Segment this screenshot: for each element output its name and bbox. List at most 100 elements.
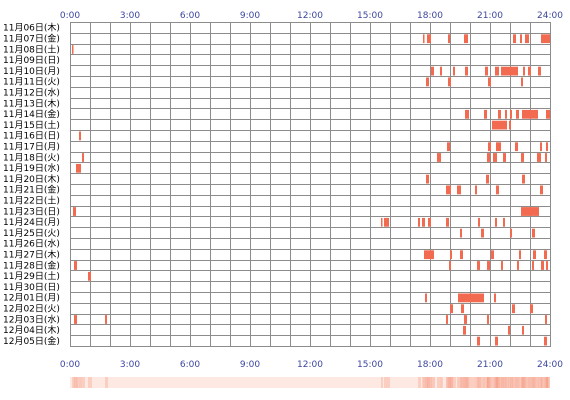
- strip-cell: [433, 377, 434, 388]
- strip-cell: [484, 377, 485, 388]
- day-label: 11月14日(金): [3, 108, 60, 120]
- strip-cell: [492, 377, 493, 388]
- strip-cell: [88, 377, 89, 388]
- activity-bar: [495, 336, 498, 346]
- strip-cell: [447, 377, 448, 388]
- activity-bar: [418, 217, 420, 227]
- strip-cell: [513, 377, 514, 388]
- day-label: 11月17日(月): [3, 142, 60, 153]
- strip-cell: [523, 377, 524, 388]
- strip-cell: [90, 377, 91, 388]
- strip-cell: [499, 377, 500, 388]
- strip-cell: [468, 377, 469, 388]
- strip-cell: [503, 377, 504, 388]
- activity-bar: [446, 315, 448, 324]
- activity-bar: [532, 261, 534, 270]
- activity-bar: [509, 120, 511, 130]
- activity-bar: [520, 34, 522, 44]
- day-label: 11月07日(金): [3, 33, 60, 45]
- x-tick-label-top: 3:00: [120, 11, 140, 21]
- activity-bar: [450, 250, 452, 260]
- activity-bar: [431, 66, 434, 76]
- strip-cell: [529, 377, 530, 388]
- activity-bar: [530, 304, 533, 314]
- strip-cell: [84, 377, 85, 388]
- activity-bar: [79, 131, 81, 141]
- day-label: 11月11日(火): [3, 77, 60, 88]
- strip-cell: [461, 377, 462, 388]
- day-label: 11月23日(日): [3, 206, 60, 217]
- strip-cell: [489, 377, 490, 388]
- day-label: 11月22日(土): [3, 195, 60, 207]
- activity-bar: [465, 109, 469, 119]
- strip-cell: [494, 377, 495, 388]
- day-label: 11月20日(木): [3, 173, 60, 185]
- day-label: 12月04日(木): [3, 324, 60, 336]
- strip-cell: [454, 377, 455, 388]
- activity-bar: [458, 293, 484, 303]
- x-tick-label-top: 18:00: [417, 11, 443, 21]
- strip-cell: [527, 377, 528, 388]
- strip-cell: [431, 377, 432, 388]
- activity-bar: [493, 153, 497, 162]
- activity-bar: [545, 315, 547, 324]
- day-label: 11月25日(火): [3, 228, 60, 239]
- strip-cell: [509, 377, 510, 388]
- activity-bar: [487, 261, 490, 270]
- strip-cell: [533, 377, 534, 388]
- x-tick-label-bottom: 18:00: [417, 360, 443, 370]
- activity-bar: [523, 66, 525, 76]
- strip-cell: [495, 377, 496, 388]
- activity-bar: [478, 217, 480, 227]
- activity-bar: [544, 250, 547, 260]
- activity-bar: [537, 153, 541, 162]
- strip-cell: [386, 377, 387, 388]
- day-label: 11月29日(土): [3, 270, 60, 282]
- activity-bar: [516, 109, 519, 119]
- activity-bar: [381, 217, 383, 227]
- activity-bar: [491, 250, 494, 260]
- strip-cell: [528, 377, 529, 388]
- activity-bar: [475, 185, 477, 195]
- day-label: 11月21日(金): [3, 184, 60, 196]
- x-tick-label-top: 24:00: [537, 11, 563, 21]
- activity-bar: [428, 217, 431, 227]
- strip-cell: [525, 377, 526, 388]
- activity-bar: [464, 315, 467, 324]
- strip-cell: [487, 377, 488, 388]
- strip-cell: [512, 377, 513, 388]
- activity-bar: [425, 293, 427, 303]
- activity-bar: [88, 271, 91, 281]
- activity-bar: [496, 185, 499, 195]
- strip-cell: [423, 377, 424, 388]
- strip-cell: [515, 377, 516, 388]
- activity-bar: [546, 109, 550, 119]
- activity-bar: [437, 153, 441, 162]
- strip-cell: [497, 377, 498, 388]
- activity-bar: [525, 34, 529, 44]
- strip-cell: [463, 377, 464, 388]
- strip-cell: [532, 377, 533, 388]
- activity-bar: [508, 325, 510, 335]
- x-tick-label-bottom: 12:00: [297, 360, 323, 370]
- strip-cell: [539, 377, 540, 388]
- activity-bar: [540, 185, 543, 195]
- x-tick-label-bottom: 0:00: [60, 360, 80, 370]
- activity-bar: [446, 217, 449, 227]
- strip-cell: [490, 377, 491, 388]
- strip-cell: [467, 377, 468, 388]
- strip-cell: [505, 377, 506, 388]
- activity-bar: [460, 250, 463, 260]
- strip-cell: [420, 377, 421, 388]
- activity-bar: [532, 228, 535, 238]
- strip-cell: [471, 377, 472, 388]
- day-label: 11月27日(木): [3, 249, 60, 261]
- strip-cell: [537, 377, 538, 388]
- strip-cell: [418, 377, 419, 388]
- strip-cell: [504, 377, 505, 388]
- strip-cell: [501, 377, 502, 388]
- activity-bar: [453, 66, 455, 76]
- x-tick-label-bottom: 21:00: [477, 360, 503, 370]
- day-label: 11月12日(水): [3, 87, 60, 99]
- strip-cell: [73, 377, 74, 388]
